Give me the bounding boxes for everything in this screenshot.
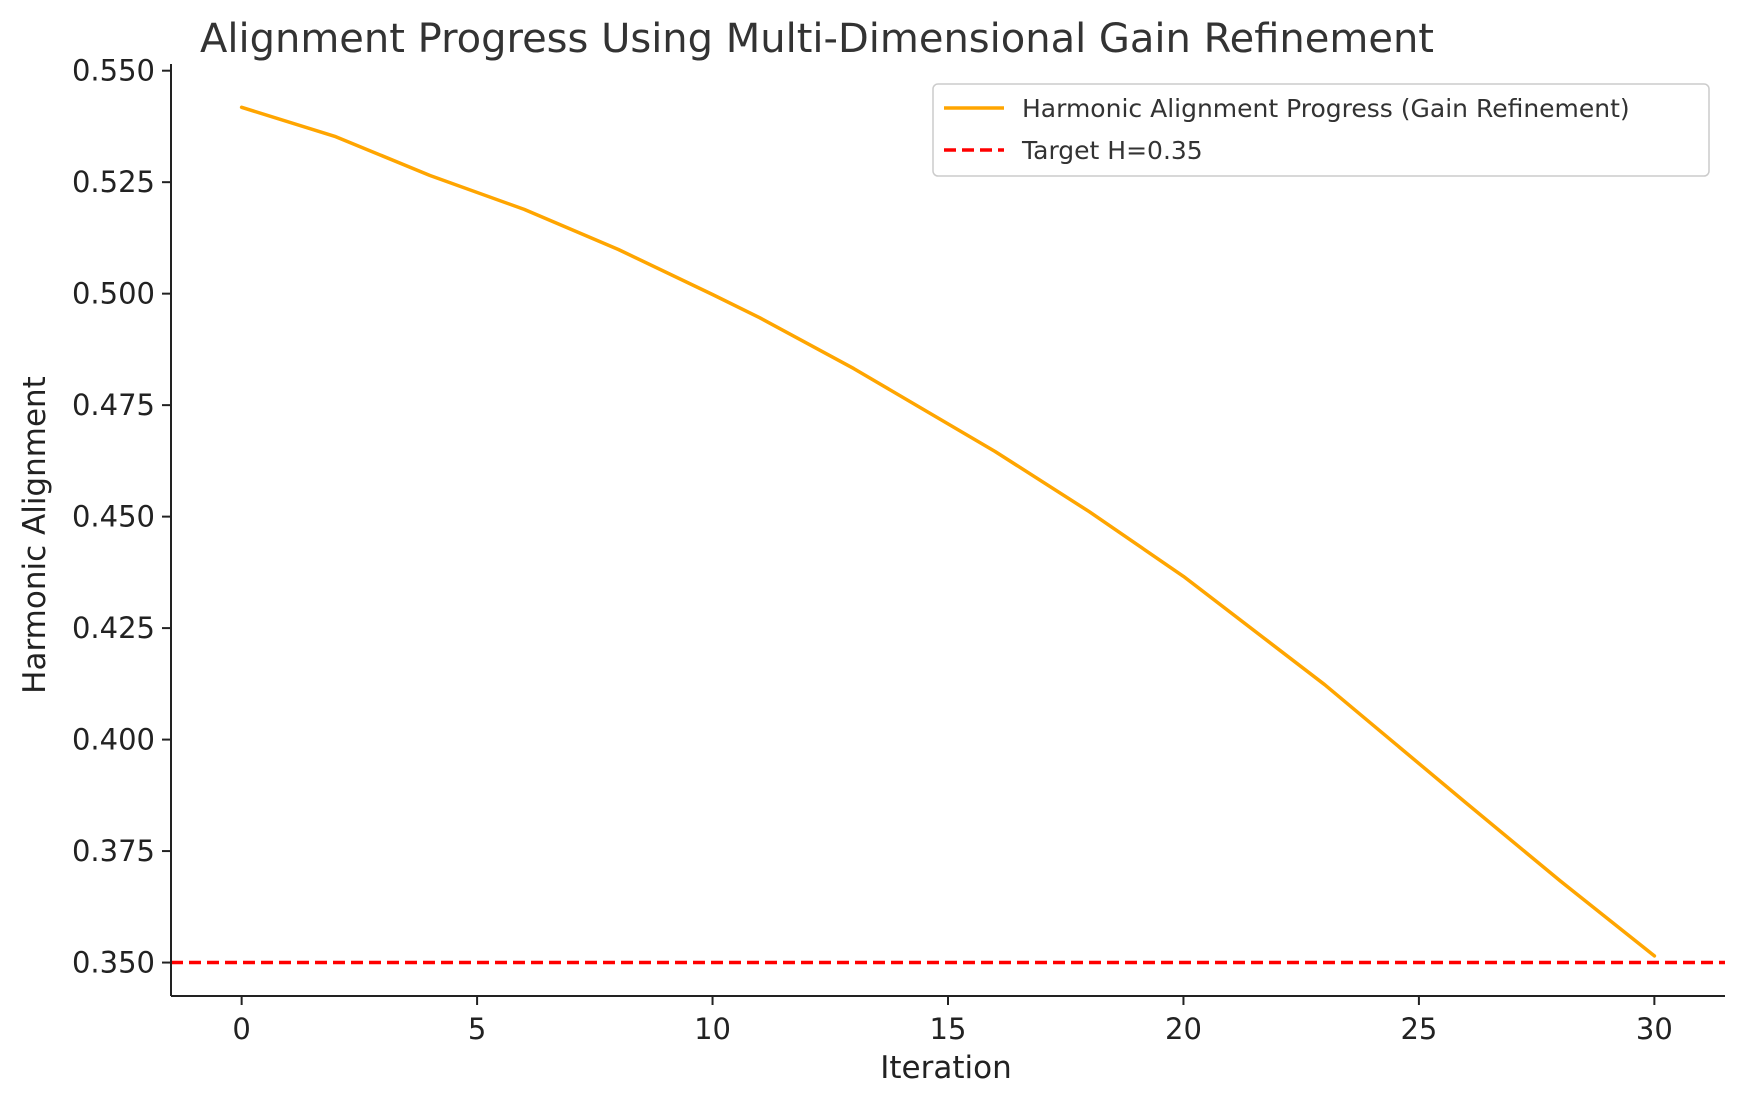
x-axis-label: Iteration [880,1050,1012,1086]
y-ticks: 0.350 0.375 0.400 0.425 0.450 0.475 0.500 0.525… [72,54,171,980]
legend-box [932,83,1710,177]
y-tick-label: 0.550 [72,54,155,88]
series-layer [171,105,1725,965]
legend-label-series: Harmonic Alignment Progress (Gain Refine… [1022,94,1630,123]
y-tick-label: 0.450 [72,500,155,534]
plot-area: 0 5 10 15 20 25 30 0.3500.3750.4000.4250.4500.… [72,54,1725,1046]
x-tick-label: 0 [232,1012,250,1046]
y-tick-label: 0.400 [72,723,155,757]
y-axis-label: Harmonic Alignment [17,376,53,694]
x-tick-label: 30 [1636,1012,1673,1046]
y-tick-label: 0.475 [72,388,155,422]
series-line [239,105,1657,958]
chart-title: Alignment Progress Using Multi-Dimension… [200,16,1434,62]
x-tick-label: 15 [930,1012,967,1046]
x-tick-label: 25 [1400,1012,1437,1046]
y-tick-label: 0.350 [72,946,155,980]
x-tick-label: 20 [1165,1012,1202,1046]
y-tick-label: 0.525 [72,165,155,199]
x-ticks: 0 5 10 15 20 25 30 [232,996,1673,1046]
y-tick-label: 0.500 [72,277,155,311]
x-tick-label: 5 [468,1012,486,1046]
x-tick-label: 10 [694,1012,731,1046]
y-tick-label: 0.375 [72,834,155,868]
legend: Harmonic Alignment Progress (Gain Refine… [932,83,1710,177]
legend-label-target: Target H=0.35 [1021,136,1203,165]
y-tick-label: 0.425 [72,611,155,645]
